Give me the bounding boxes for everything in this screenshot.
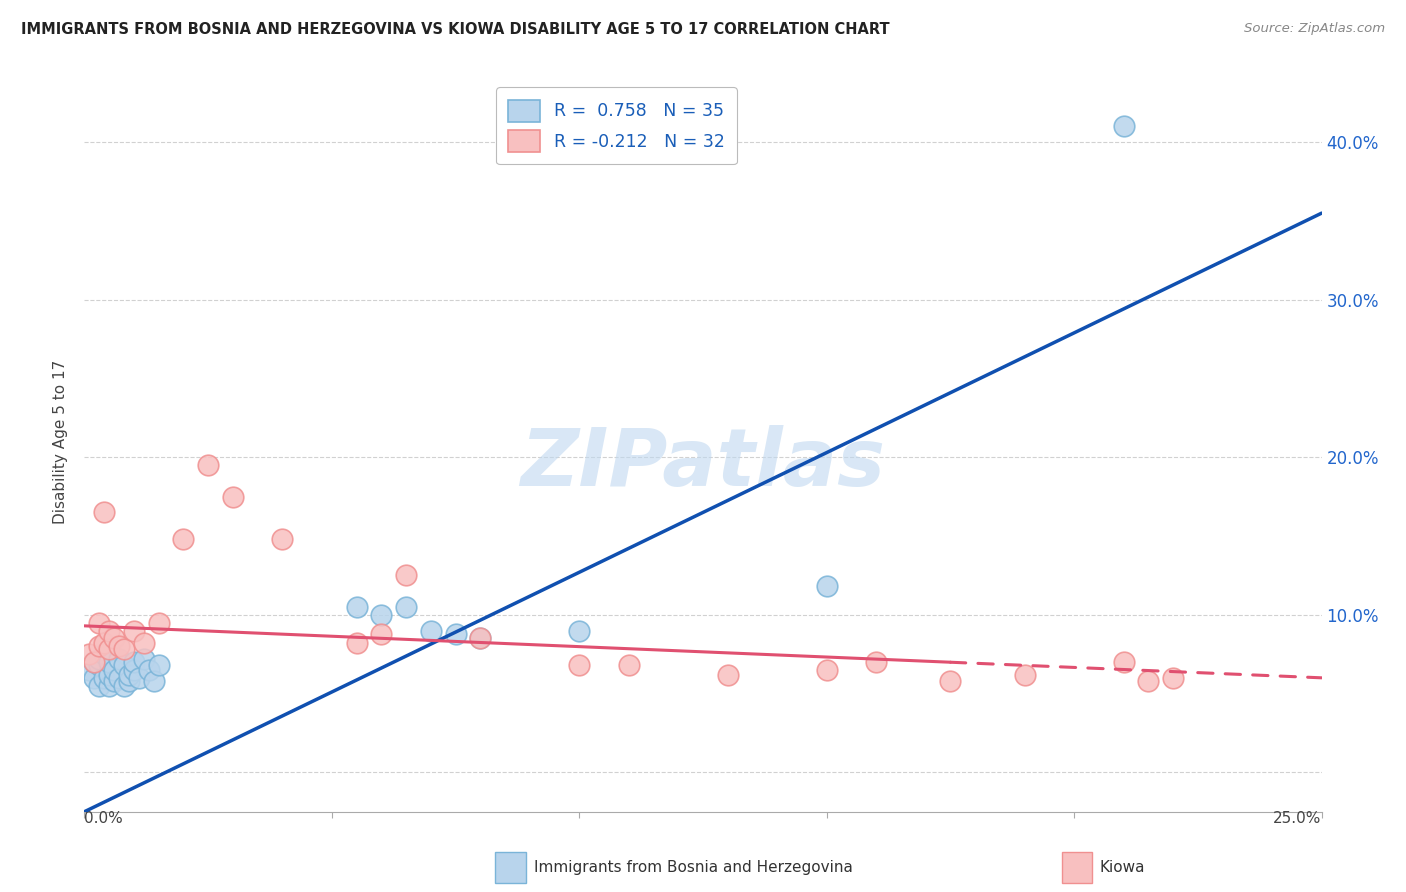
Point xyxy=(568,658,591,673)
Point xyxy=(122,624,145,638)
Point xyxy=(1112,655,1135,669)
Point xyxy=(89,679,111,693)
Text: Kiowa: Kiowa xyxy=(1099,861,1144,875)
Point xyxy=(89,658,111,673)
Point xyxy=(89,615,111,630)
Point xyxy=(568,624,591,638)
Text: ZIPatlas: ZIPatlas xyxy=(520,425,886,503)
Point xyxy=(419,624,441,638)
Point xyxy=(939,673,962,688)
Point xyxy=(346,599,368,614)
Point xyxy=(108,652,131,666)
Point xyxy=(112,679,135,693)
Point xyxy=(865,655,887,669)
Point xyxy=(815,579,838,593)
Point xyxy=(93,671,115,685)
Legend: R =  0.758   N = 35, R = -0.212   N = 32: R = 0.758 N = 35, R = -0.212 N = 32 xyxy=(496,87,737,164)
Point xyxy=(98,679,121,693)
Text: 0.0%: 0.0% xyxy=(84,811,124,826)
Point xyxy=(395,599,418,614)
Point xyxy=(148,615,170,630)
Point xyxy=(142,673,165,688)
Point xyxy=(98,667,121,681)
Point xyxy=(118,667,141,681)
Point xyxy=(79,647,101,661)
Point xyxy=(370,607,392,622)
Point xyxy=(1112,120,1135,134)
Point xyxy=(395,568,418,582)
Point xyxy=(1014,667,1036,681)
Point xyxy=(370,626,392,640)
Text: 25.0%: 25.0% xyxy=(1274,811,1322,826)
Point xyxy=(122,663,145,677)
Point xyxy=(83,671,105,685)
Text: Immigrants from Bosnia and Herzegovina: Immigrants from Bosnia and Herzegovina xyxy=(534,861,853,875)
Text: IMMIGRANTS FROM BOSNIA AND HERZEGOVINA VS KIOWA DISABILITY AGE 5 TO 17 CORRELATI: IMMIGRANTS FROM BOSNIA AND HERZEGOVINA V… xyxy=(21,22,890,37)
Point xyxy=(89,652,111,666)
Point xyxy=(112,658,135,673)
Point xyxy=(103,673,125,688)
Point xyxy=(98,655,121,669)
Point xyxy=(138,663,160,677)
Point xyxy=(222,490,245,504)
Point xyxy=(470,632,492,646)
Point xyxy=(617,658,640,673)
Point xyxy=(89,640,111,654)
Point xyxy=(118,673,141,688)
Point xyxy=(1137,673,1160,688)
Point xyxy=(128,671,150,685)
Point xyxy=(815,663,838,677)
Point xyxy=(98,624,121,638)
Point xyxy=(197,458,219,472)
Point xyxy=(93,505,115,519)
Point xyxy=(83,655,105,669)
Point xyxy=(93,647,115,661)
Point xyxy=(1161,671,1184,685)
Text: Source: ZipAtlas.com: Source: ZipAtlas.com xyxy=(1244,22,1385,36)
Point xyxy=(79,663,101,677)
Point xyxy=(717,667,740,681)
Point xyxy=(132,652,155,666)
Point xyxy=(112,642,135,657)
Point xyxy=(103,632,125,646)
Point xyxy=(271,532,294,546)
Point xyxy=(444,626,467,640)
Point xyxy=(93,636,115,650)
Point xyxy=(470,632,492,646)
Point xyxy=(148,658,170,673)
Point xyxy=(98,642,121,657)
Point xyxy=(122,655,145,669)
Point xyxy=(108,671,131,685)
Point xyxy=(103,663,125,677)
Point xyxy=(83,655,105,669)
Point xyxy=(108,640,131,654)
Point xyxy=(346,636,368,650)
Point xyxy=(172,532,194,546)
Point xyxy=(132,636,155,650)
Y-axis label: Disability Age 5 to 17: Disability Age 5 to 17 xyxy=(53,359,69,524)
